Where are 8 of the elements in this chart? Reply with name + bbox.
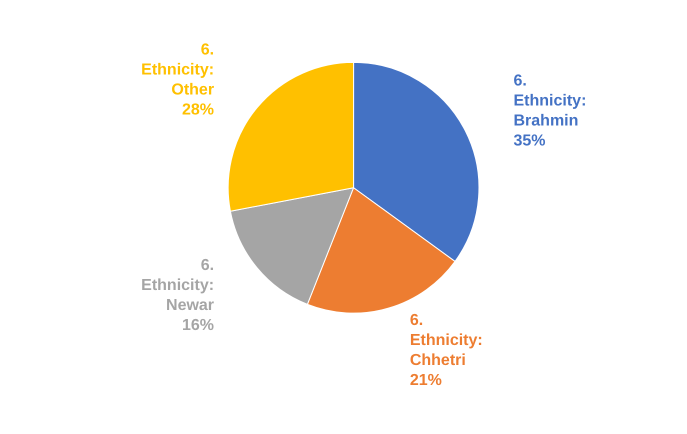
data-label: 35%	[514, 132, 546, 150]
slice-label: 6. Ethnicity: Chhetri	[410, 312, 483, 369]
slice-label: 6. Ethnicity: Newar	[141, 257, 214, 314]
data-label: 16%	[182, 317, 214, 334]
slice-label: 6. Ethnicity: Brahmin	[514, 72, 586, 130]
data-label: 21%	[410, 372, 442, 389]
data-label: 28%	[182, 101, 214, 118]
slice-label: 6. Ethnicity: Other	[141, 41, 214, 98]
